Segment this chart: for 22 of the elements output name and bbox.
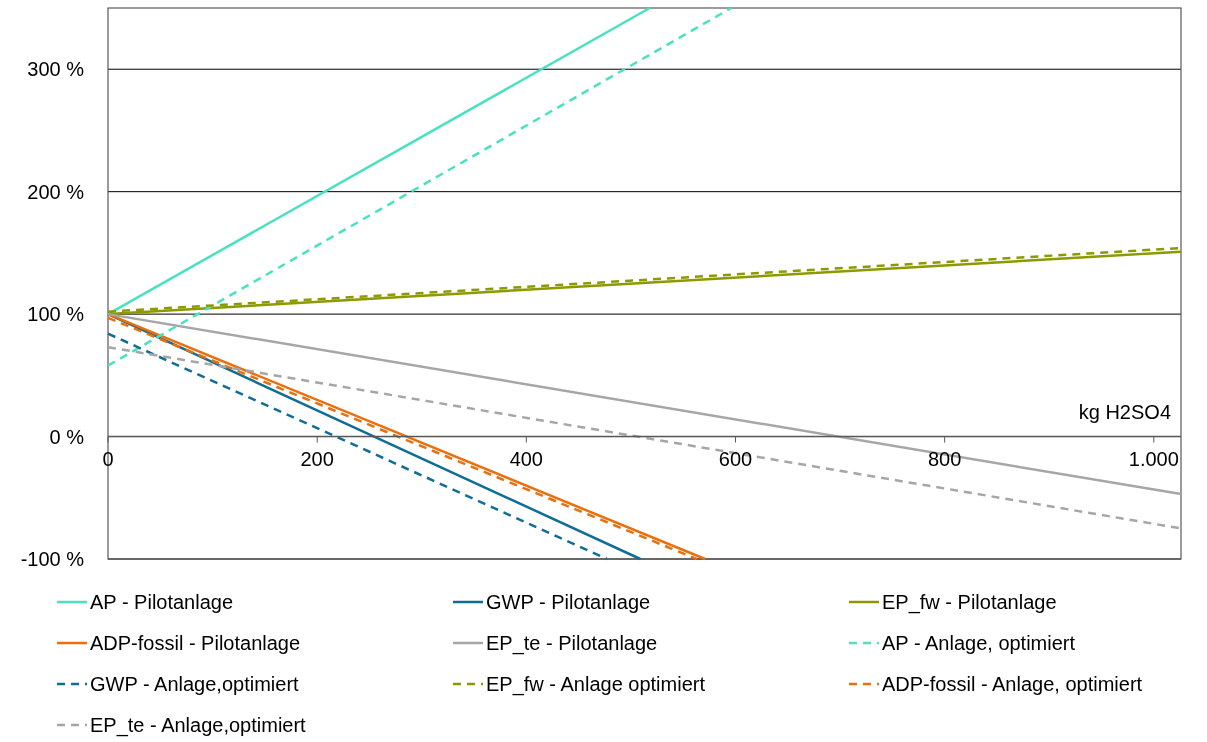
legend-label: AP - Pilotanlage — [90, 591, 234, 613]
y-tick-label: -100 % — [20, 548, 85, 570]
x-tick-label: 0 — [102, 447, 114, 470]
legend-label: EP_fw - Pilotanlage — [882, 591, 1057, 614]
annotation: kg H2SO4 — [1078, 400, 1171, 423]
legend-label: AP - Anlage, optimiert — [882, 632, 1076, 654]
x-tick-label: 200 — [300, 447, 334, 470]
y-tick-label: 100 % — [27, 303, 85, 326]
y-tick-label: 300 % — [27, 58, 85, 81]
legend-label: EP_fw - Anlage optimiert — [486, 673, 706, 696]
legend-label: EP_te - Pilotanlage — [486, 632, 658, 655]
x-tick-label: 1.000 — [1128, 447, 1179, 470]
legend-label: ADP-fossil - Anlage, optimiert — [882, 673, 1143, 695]
legend-label: GWP - Pilotanlage — [486, 591, 651, 613]
y-tick-label: 0 % — [49, 425, 85, 448]
legend-label: GWP - Anlage,optimiert — [90, 673, 300, 695]
x-tick-label: 800 — [927, 447, 962, 470]
legend-label: ADP-fossil - Pilotanlage — [90, 632, 301, 654]
y-tick-label: 200 % — [27, 180, 85, 203]
legend-label: EP_te - Anlage,optimiert — [90, 714, 307, 737]
x-tick-label: 600 — [718, 447, 753, 470]
x-tick-label: 400 — [509, 447, 544, 470]
